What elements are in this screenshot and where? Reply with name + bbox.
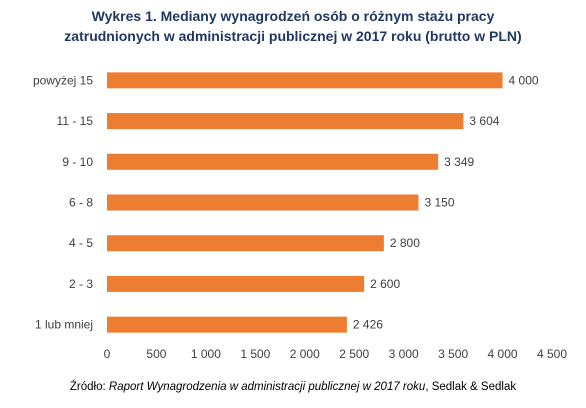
category-label-0: powyżej 15 <box>33 73 93 87</box>
x-tick-label-5: 2 500 <box>339 347 369 361</box>
bar-4 <box>107 235 384 252</box>
value-label-3: 3 150 <box>425 196 455 210</box>
category-label-6: 1 lub mniej <box>35 318 93 332</box>
value-label-0: 4 000 <box>509 73 539 87</box>
value-label-2: 3 349 <box>444 155 474 169</box>
category-label-1: 11 - 15 <box>57 114 94 128</box>
bar-0 <box>107 72 503 89</box>
category-label-3: 6 - 8 <box>69 196 93 210</box>
bar-2 <box>107 153 439 170</box>
bar-6 <box>107 316 347 333</box>
x-tick-label-1: 500 <box>146 347 166 361</box>
source-prefix: Źródło: <box>69 381 109 393</box>
bar-5 <box>107 275 365 292</box>
chart-title-line-2: zatrudnionych w administracji publicznej… <box>64 28 522 44</box>
x-tick-label-3: 1 500 <box>240 347 270 361</box>
source-note: Źródło: Raport Wynagrodzenia w administr… <box>0 381 586 393</box>
value-label-6: 2 426 <box>353 318 383 332</box>
category-label-2: 9 - 10 <box>62 155 93 169</box>
bar-1 <box>107 113 464 130</box>
chart-title-line-1: Wykres 1. Mediany wynagrodzeń osób o róż… <box>91 8 495 24</box>
value-label-1: 3 604 <box>469 114 499 128</box>
bar-3 <box>107 194 419 211</box>
value-label-5: 2 600 <box>370 277 400 291</box>
x-tick-label-4: 2 000 <box>290 347 320 361</box>
x-tick-label-9: 4 500 <box>537 347 567 361</box>
x-tick-label-2: 1 000 <box>191 347 221 361</box>
category-label-5: 2 - 3 <box>69 277 93 291</box>
x-tick-label-6: 3 000 <box>389 347 419 361</box>
source-suffix: , Sedlak & Sedlak <box>425 381 517 393</box>
category-label-4: 4 - 5 <box>69 236 93 250</box>
source-report-title: Raport Wynagrodzenia w administracji pub… <box>108 381 426 393</box>
chart-title: Wykres 1. Mediany wynagrodzeń osób o róż… <box>0 6 586 46</box>
x-tick-label-0: 0 <box>104 347 111 361</box>
x-tick-label-7: 3 500 <box>438 347 468 361</box>
value-label-4: 2 800 <box>390 236 420 250</box>
x-tick-label-8: 4 000 <box>488 347 518 361</box>
